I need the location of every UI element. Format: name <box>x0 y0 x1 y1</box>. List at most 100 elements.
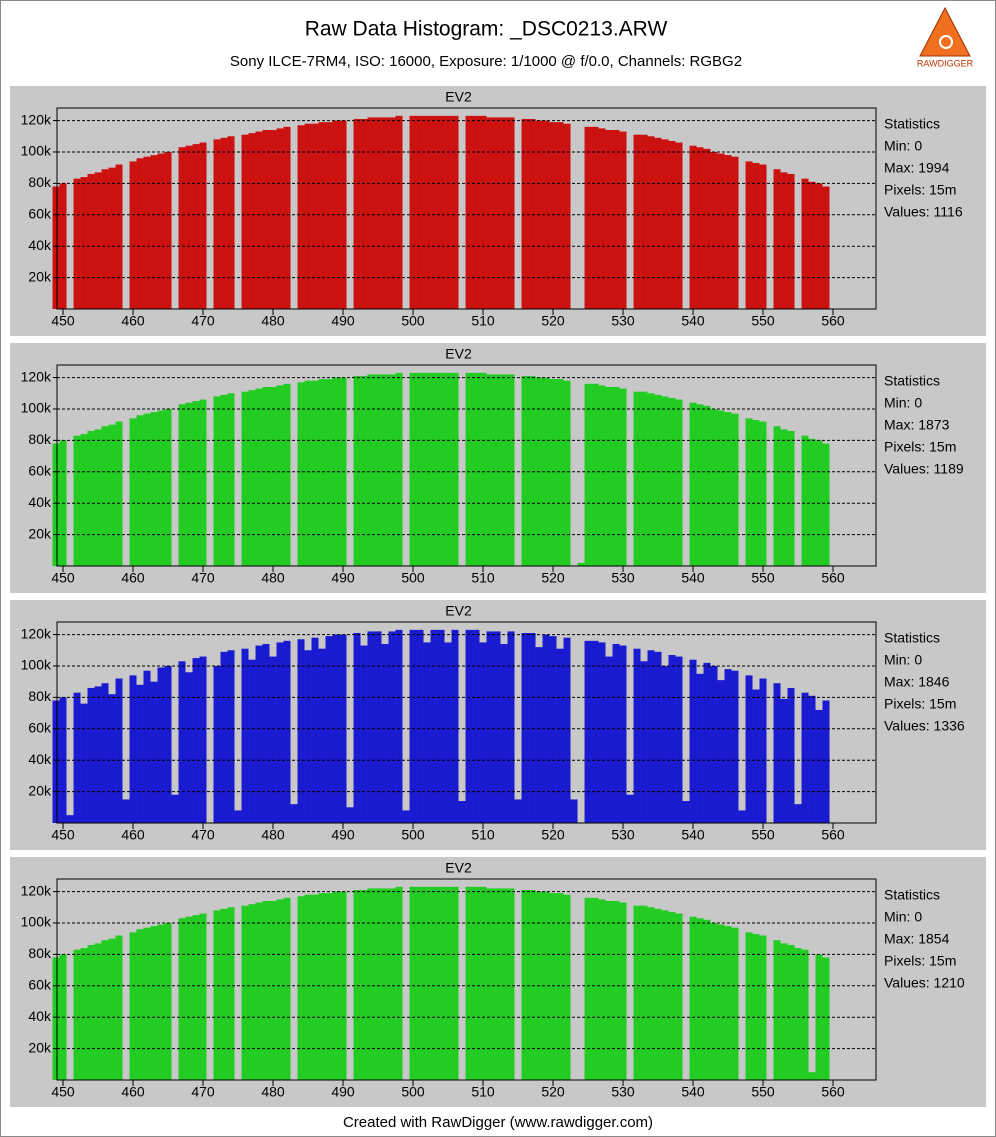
stat-text: Min: 0 <box>884 138 922 154</box>
x-tick-label: 460 <box>121 1084 145 1100</box>
bar <box>514 799 522 823</box>
bar <box>598 385 606 566</box>
bar <box>248 390 256 566</box>
bar <box>388 631 396 823</box>
bar <box>752 162 760 309</box>
bar <box>332 891 340 1080</box>
bar <box>409 886 417 1080</box>
bar <box>325 636 333 823</box>
bar <box>213 665 221 823</box>
bar <box>598 128 606 309</box>
bar <box>717 410 725 566</box>
bar <box>262 129 270 309</box>
x-tick-label: 490 <box>331 570 355 586</box>
bar <box>213 139 221 309</box>
bar <box>605 129 613 309</box>
bar <box>430 115 438 309</box>
plot-frame <box>56 364 877 567</box>
bar <box>297 382 305 566</box>
bar <box>115 421 123 566</box>
bar <box>780 172 788 309</box>
bar <box>773 940 781 1080</box>
bar <box>157 153 165 309</box>
bar <box>465 115 473 309</box>
bar <box>52 443 60 566</box>
bar <box>318 893 326 1080</box>
bar <box>220 137 228 309</box>
bar <box>94 172 102 309</box>
bar <box>227 136 235 309</box>
x-tick-label: 550 <box>751 827 775 843</box>
bar <box>703 662 711 823</box>
y-tick-label: 100k <box>21 400 52 416</box>
bar <box>136 929 144 1080</box>
bar <box>479 642 487 823</box>
x-tick-label: 560 <box>821 313 845 329</box>
bar <box>178 404 186 566</box>
bar <box>780 943 788 1080</box>
bar <box>717 924 725 1080</box>
bar <box>87 430 95 566</box>
bar <box>689 402 697 566</box>
bar <box>451 886 459 1080</box>
bar <box>213 910 221 1080</box>
bar <box>710 151 718 309</box>
stat-text: Statistics <box>884 116 940 132</box>
bar <box>668 397 676 566</box>
bar <box>367 374 375 566</box>
bar <box>178 147 186 309</box>
bar <box>801 435 809 566</box>
x-tick-label: 520 <box>541 1084 565 1100</box>
bar <box>528 632 536 823</box>
bar <box>486 631 494 823</box>
stat-text: Pixels: 15m <box>884 182 956 198</box>
bar <box>430 372 438 566</box>
bar <box>486 117 494 309</box>
bar <box>745 675 753 823</box>
y-tick-label: 120k <box>21 368 52 384</box>
bar <box>199 913 207 1080</box>
bar <box>143 670 151 823</box>
stat-text: Pixels: 15m <box>884 696 956 712</box>
x-tick-label: 500 <box>401 570 425 586</box>
bar <box>381 888 389 1080</box>
bar <box>556 122 564 309</box>
bar <box>479 372 487 566</box>
bar <box>822 957 830 1080</box>
bar <box>472 886 480 1080</box>
logo-text: RAWDIGGER <box>917 58 974 68</box>
bar <box>101 940 109 1080</box>
bar <box>269 129 277 309</box>
bar <box>437 886 445 1080</box>
bar <box>731 413 739 566</box>
bar <box>129 161 137 309</box>
bar <box>444 372 452 566</box>
bar <box>94 429 102 566</box>
bar <box>325 893 333 1080</box>
bar <box>136 684 144 823</box>
bar <box>591 383 599 566</box>
bar <box>192 658 200 823</box>
bar <box>192 144 200 309</box>
bar <box>675 913 683 1080</box>
bar <box>549 893 557 1080</box>
x-tick-label: 480 <box>261 570 285 586</box>
bar <box>346 807 354 823</box>
bar <box>507 374 515 566</box>
y-tick-label: 60k <box>28 462 52 478</box>
bar <box>759 421 767 566</box>
bar <box>143 413 151 566</box>
bar <box>801 692 809 823</box>
bar <box>661 396 669 566</box>
bar <box>94 943 102 1080</box>
y-tick-label: 80k <box>28 174 52 190</box>
bar <box>801 178 809 309</box>
bar <box>73 178 81 309</box>
bar <box>178 661 186 823</box>
bar <box>759 935 767 1080</box>
bar <box>500 643 508 823</box>
bar <box>423 642 431 823</box>
bar <box>353 889 361 1080</box>
bar <box>318 648 326 823</box>
bar <box>710 665 718 823</box>
